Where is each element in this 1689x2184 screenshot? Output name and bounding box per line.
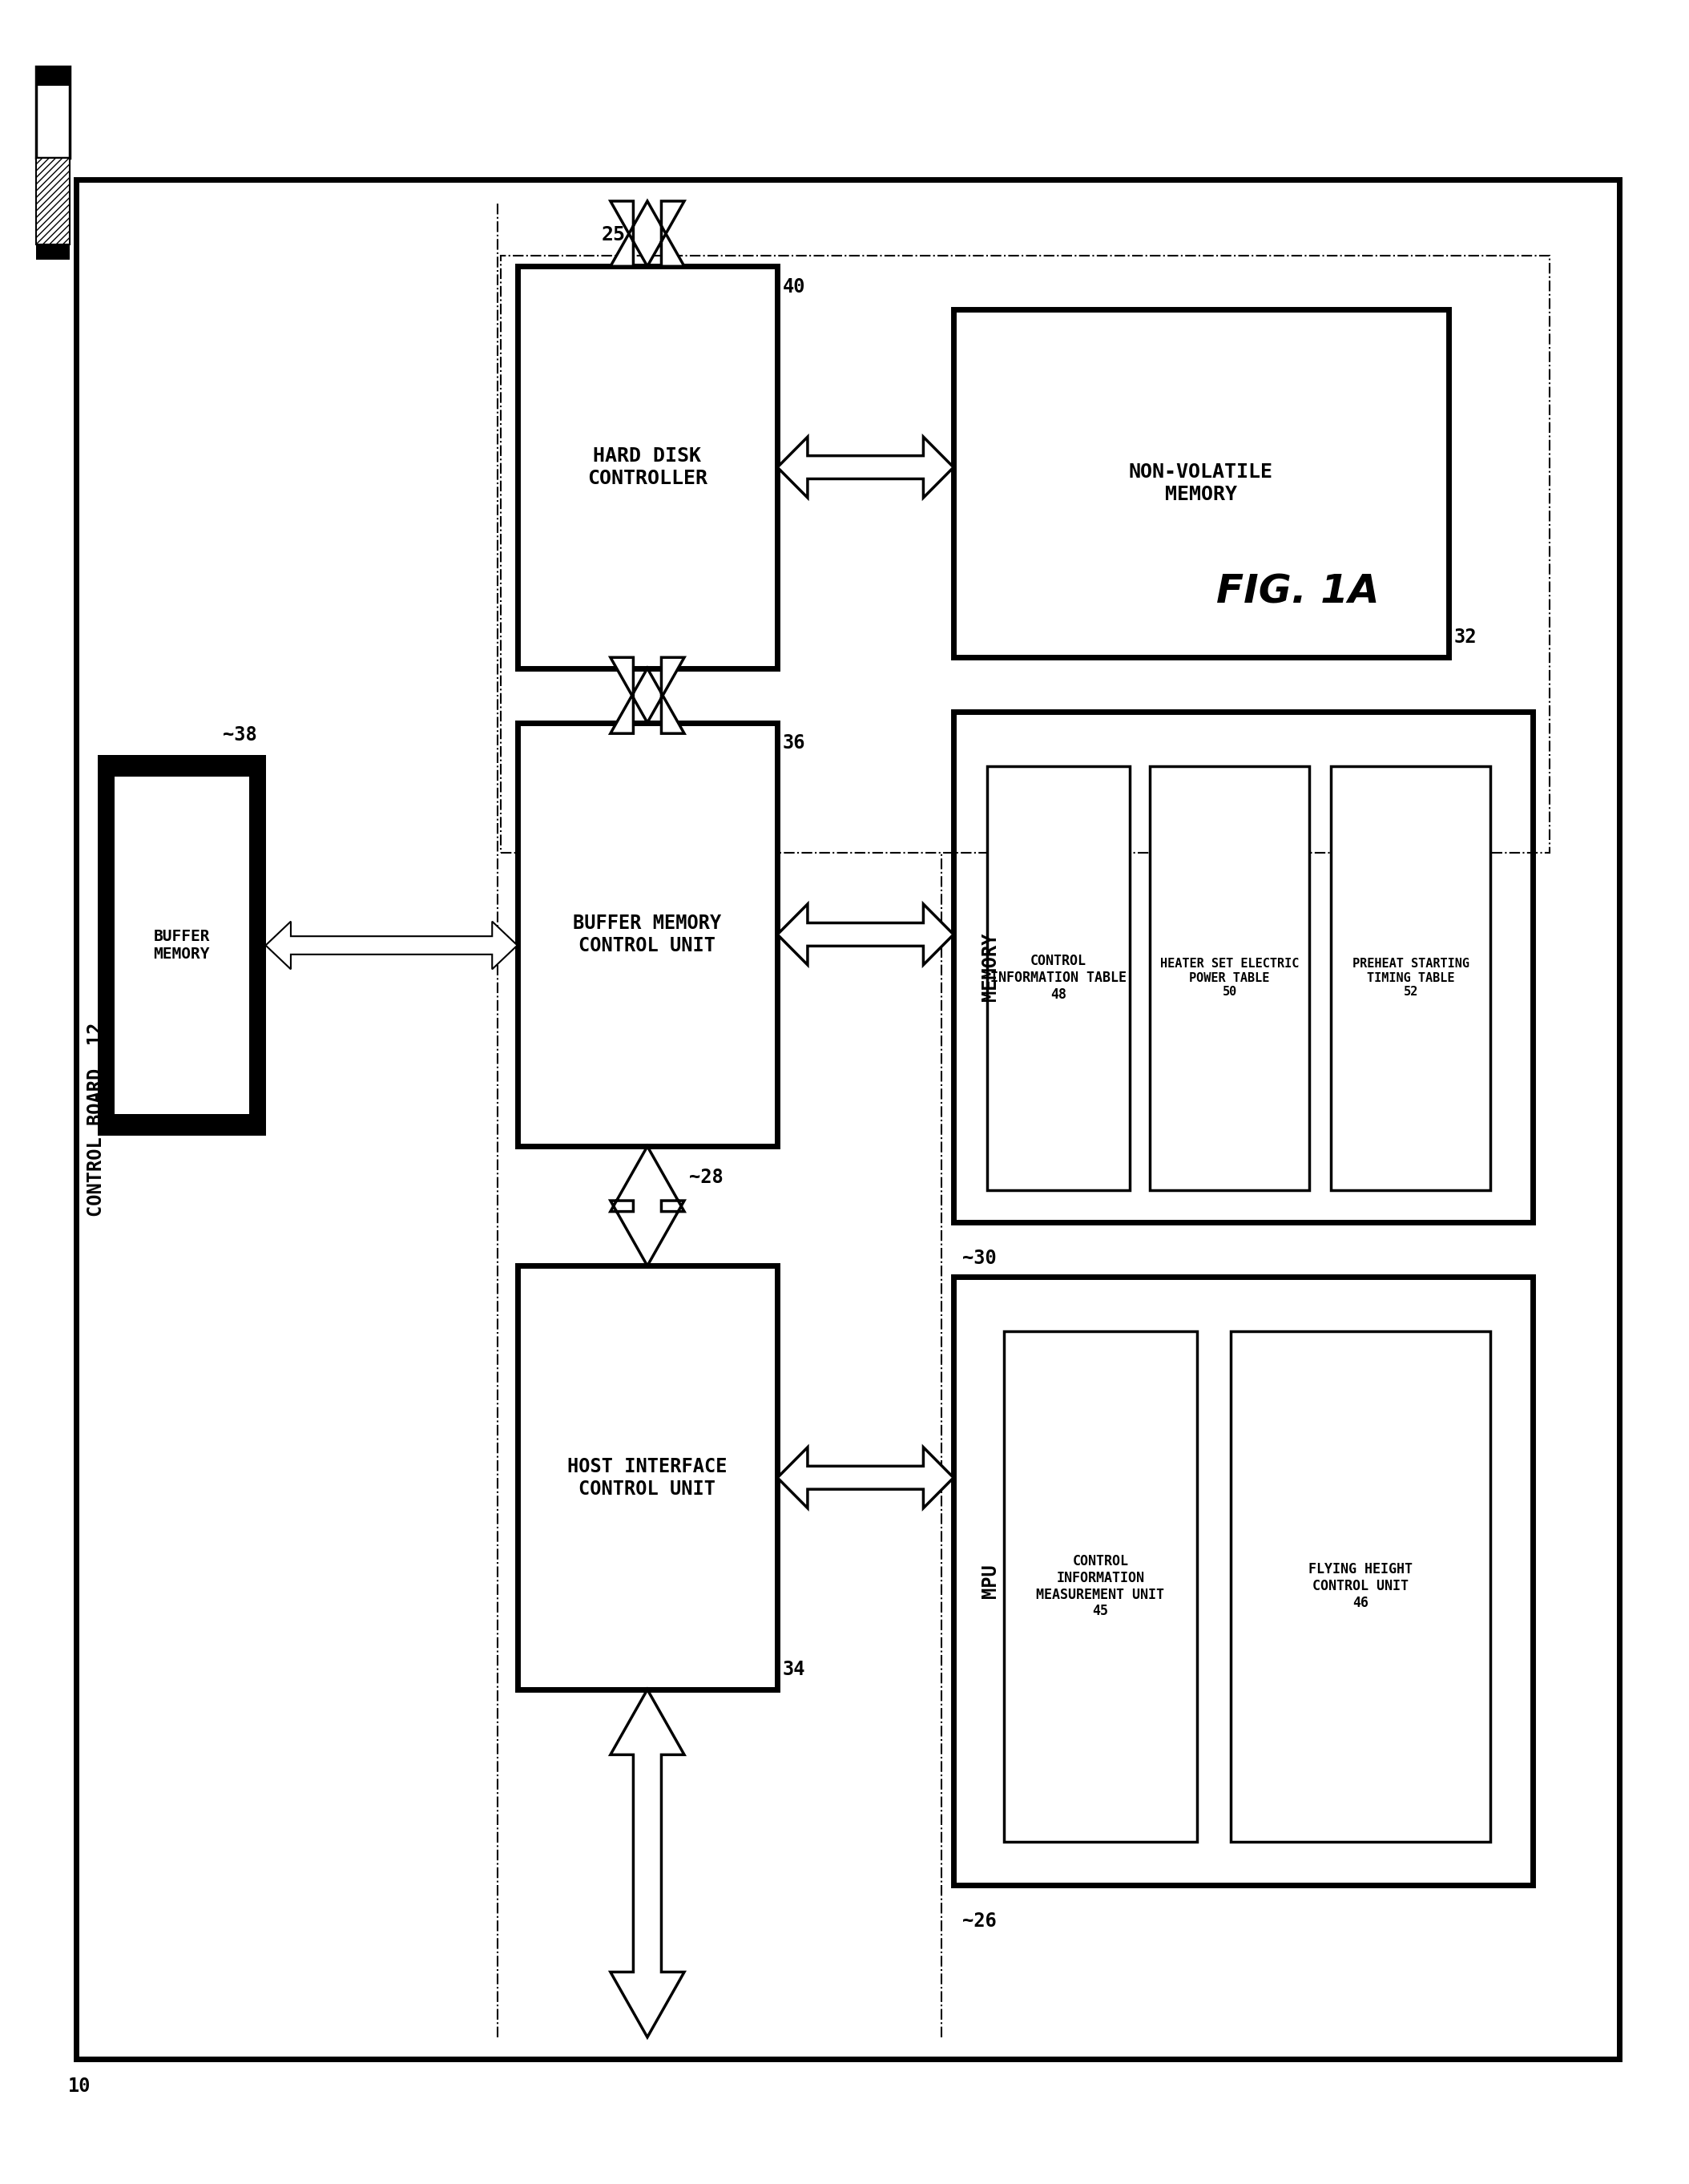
Text: 25: 25 [601,225,625,245]
Polygon shape [610,1147,684,1267]
Bar [517,266,777,668]
Polygon shape [265,922,517,970]
Text: 34: 34 [782,1660,806,1679]
Text: ~28: ~28 [689,1168,723,1188]
Polygon shape [777,904,954,965]
Text: HARD DISK
CONTROLLER: HARD DISK CONTROLLER [588,446,708,487]
Text: ~26: ~26 [963,1911,997,1931]
Text: BUFFER MEMORY
CONTROL UNIT: BUFFER MEMORY CONTROL UNIT [573,913,721,954]
Bar [954,712,1532,1223]
Text: MPU: MPU [981,1564,1000,1599]
Polygon shape [610,201,684,266]
Text: FIG. 1A: FIG. 1A [1216,572,1380,612]
Text: CONTROL
INFORMATION TABLE
48: CONTROL INFORMATION TABLE 48 [990,954,1127,1002]
Text: NON-VOLATILE
MEMORY: NON-VOLATILE MEMORY [1128,463,1274,505]
Text: CONTROL BOARD  12: CONTROL BOARD 12 [86,1022,106,1216]
Bar [35,157,69,245]
Bar [98,756,265,1136]
Text: 32: 32 [1454,627,1476,646]
Text: FLYING HEIGHT
CONTROL UNIT
46: FLYING HEIGHT CONTROL UNIT 46 [1309,1562,1412,1610]
Bar [500,256,1549,854]
Polygon shape [610,1690,684,2038]
Text: 40: 40 [782,277,806,297]
Polygon shape [610,657,684,734]
Bar [1230,1330,1490,1841]
Text: ~30: ~30 [963,1249,997,1267]
Bar [35,66,69,157]
Bar [986,767,1130,1190]
Polygon shape [777,437,954,498]
Text: 36: 36 [782,734,806,753]
Text: HOST INTERFACE
CONTROL UNIT: HOST INTERFACE CONTROL UNIT [568,1457,728,1498]
Text: MEMORY: MEMORY [981,933,1000,1000]
Polygon shape [777,1448,954,1509]
Bar [1331,767,1490,1190]
Text: 10: 10 [68,2077,91,2094]
Bar [35,245,69,260]
Bar [954,1278,1532,1885]
Bar [35,66,69,85]
Bar [115,778,248,1114]
Text: ~38: ~38 [223,725,257,745]
Bar [517,1267,777,1690]
Bar [954,310,1449,657]
Text: PREHEAT STARTING
TIMING TABLE
52: PREHEAT STARTING TIMING TABLE 52 [1353,959,1469,998]
Bar [76,179,1620,2060]
Text: BUFFER
MEMORY: BUFFER MEMORY [154,928,209,961]
Bar [1003,1330,1198,1841]
Bar [1150,767,1309,1190]
Text: HEATER SET ELECTRIC
POWER TABLE
50: HEATER SET ELECTRIC POWER TABLE 50 [1160,959,1299,998]
Text: CONTROL
INFORMATION
MEASUREMENT UNIT
45: CONTROL INFORMATION MEASUREMENT UNIT 45 [1037,1555,1164,1618]
Bar [517,723,777,1147]
